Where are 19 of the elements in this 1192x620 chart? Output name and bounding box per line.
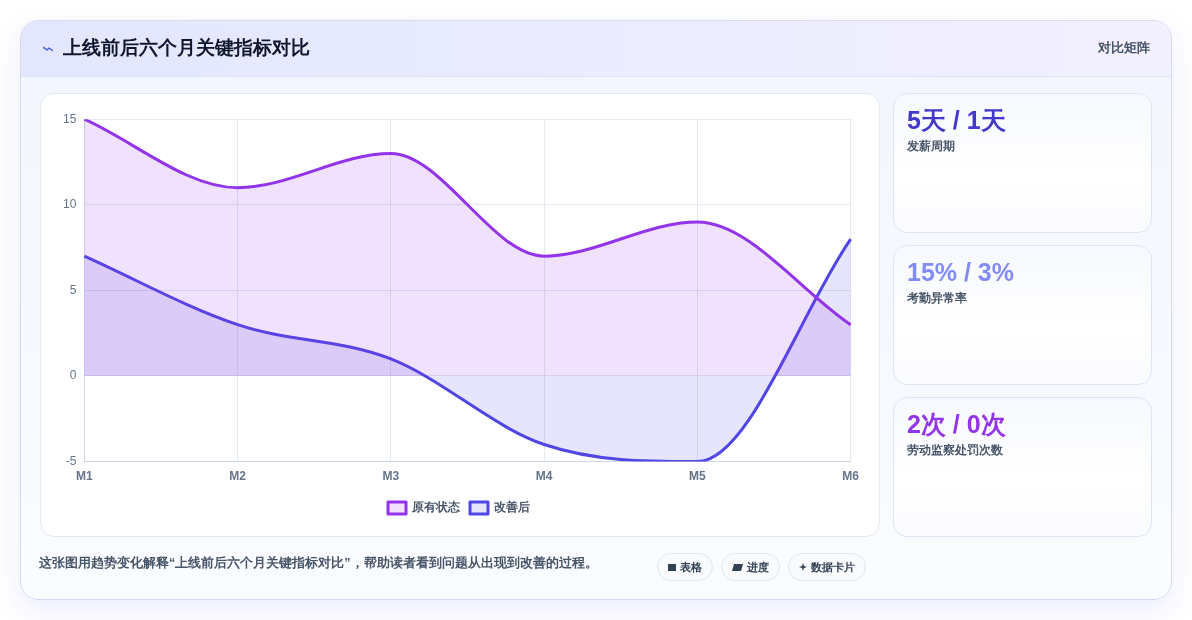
text: 这张图用趋势变化解释“上线前后六个月关键指标对比”，帮助读者看到问题从出现到改善的过程。 [39,554,598,572]
y-tick-label: 5 [69,282,77,297]
text: 表格 [680,560,702,574]
y-tick-label: 0 [69,368,77,383]
text: 数据卡片 [811,560,855,574]
y-tick-label: 10 [62,197,77,212]
chart-title: 上线前后六个月关键指标对比 [63,36,310,60]
legend-label: 原有状态 [411,500,461,515]
y-tick-label: 15 [62,111,77,126]
legend-label: 改善后 [494,500,530,515]
text: 进度 [747,560,769,574]
x-tick-label: M6 [842,469,860,484]
x-tick-label: M4 [535,469,553,484]
text: 对比矩阵 [1098,40,1150,56]
x-tick-label: M3 [382,469,400,484]
x-tick-label: M1 [76,469,94,484]
x-tick-label: M5 [689,469,707,484]
y-tick-label: -5 [65,453,77,468]
x-tick-label: M2 [229,469,247,484]
